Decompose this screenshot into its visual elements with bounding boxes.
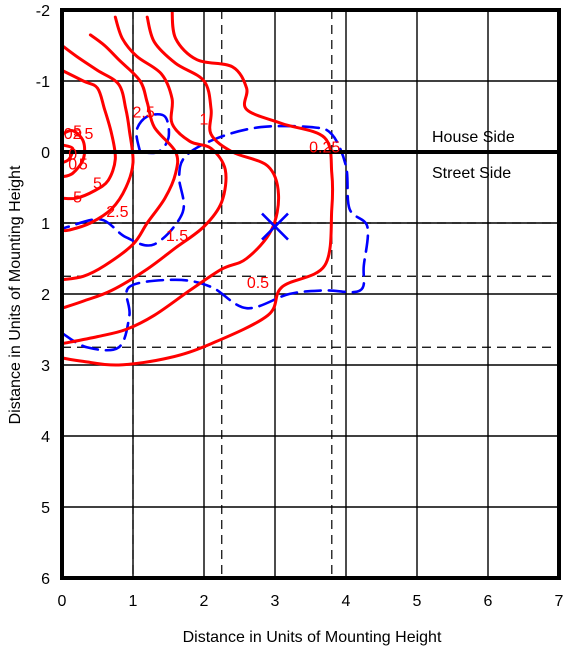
y-tick-label: 1: [41, 216, 50, 233]
contour-line-3: [60, 33, 180, 282]
contour-label: 0.5: [247, 275, 269, 292]
contour-label: 0: [68, 156, 77, 173]
x-tick-label: 3: [271, 593, 280, 610]
contour-label: 0: [68, 146, 77, 163]
x-tick-label: 5: [413, 593, 422, 610]
axis-frame: [60, 8, 561, 580]
contour-label: 5: [85, 126, 94, 143]
contour-label: 02: [64, 126, 82, 143]
contour-line-1: [60, 15, 281, 346]
contour-line-2: [60, 15, 228, 310]
contour-line-5: [60, 68, 117, 201]
y-tick-label: 6: [41, 571, 50, 588]
contour-line-0: [60, 8, 335, 367]
street-side-label: Street Side: [432, 165, 511, 182]
y-tick-label: -2: [36, 3, 50, 20]
contour-label: 0.25: [309, 139, 340, 156]
contour-label: 2.5: [106, 204, 128, 221]
y-tick-label: -1: [36, 74, 50, 91]
contour-line-4: [60, 44, 135, 233]
y-tick-label: 5: [41, 500, 50, 517]
x-tick-label: 4: [342, 593, 351, 610]
y-tick-label: 0: [41, 145, 50, 162]
max-candela-marker: [261, 212, 289, 241]
tick-labels: 0 1 2 3 4 5 6 7 -2 -1 0 1 2 3 4 5 6: [36, 3, 564, 610]
x-axis-label: Distance in Units of Mounting Height: [183, 629, 442, 646]
marker-stroke: [261, 212, 289, 241]
contour-label: 5: [93, 176, 102, 193]
house-side-label: House Side: [432, 129, 515, 146]
x-tick-label: 6: [484, 593, 493, 610]
x-tick-label: 0: [58, 593, 67, 610]
x-tick-label: 1: [129, 593, 138, 610]
x-tick-label: 2: [200, 593, 209, 610]
dashed-reference-lines: [62, 10, 559, 578]
contour-label: 1: [200, 112, 209, 129]
contour-label: 1.5: [166, 228, 188, 245]
y-tick-label: 2: [41, 287, 50, 304]
distribution-curve: [60, 124, 370, 352]
x-tick-label: 7: [555, 593, 564, 610]
contour-label: 5: [73, 124, 82, 141]
grid-lines: [62, 10, 559, 578]
y-axis-label: Distance in Units of Mounting Height: [7, 165, 24, 424]
contour-label: 2.5: [133, 105, 155, 122]
contour-label: 5: [73, 190, 82, 207]
plot-frame: [60, 8, 561, 580]
y-tick-label: 4: [41, 429, 50, 446]
contour-curves: [60, 8, 335, 367]
contour-label: 5: [79, 156, 88, 173]
y-tick-label: 3: [41, 358, 50, 375]
